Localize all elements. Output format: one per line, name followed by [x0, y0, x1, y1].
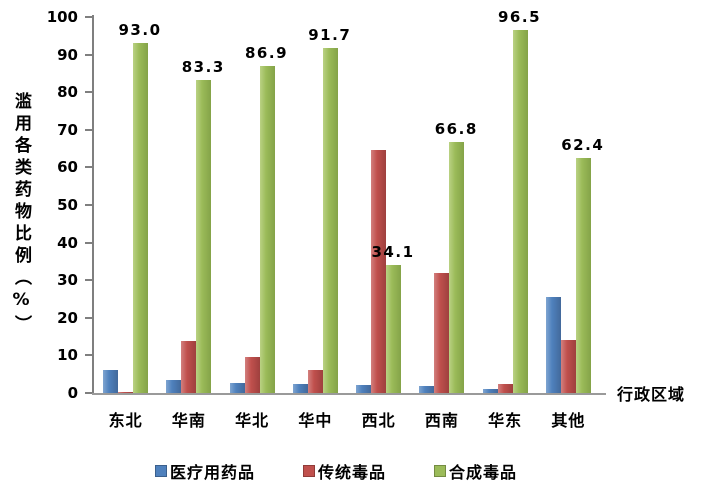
y-tick-label: 30	[57, 271, 78, 290]
bar-group-4: 91.7	[284, 17, 350, 393]
bar-traditional-drugs	[371, 150, 386, 393]
y-tick-label: 10	[57, 346, 78, 365]
y-tick-mark	[85, 166, 92, 169]
x-category-label: 其他	[551, 411, 586, 430]
legend-item-traditional-drugs: 传统毒品	[303, 459, 386, 483]
bar-group-3: 86.9	[221, 17, 287, 393]
y-axis-tick-labels: 0 10 20 30 40 50 60 70 80 90 100	[0, 8, 84, 402]
bar-synthetic-drugs	[196, 79, 212, 393]
data-label: 62.4	[561, 136, 605, 155]
x-category-label: 西南	[424, 411, 459, 430]
bar-synthetic-drugs	[575, 158, 591, 393]
bar-synthetic-drugs	[322, 48, 338, 393]
data-label: 66.8	[434, 119, 478, 138]
y-axis-line	[92, 15, 94, 395]
bar-medical-drugs	[419, 385, 435, 393]
y-tick-mark	[85, 241, 92, 244]
bar-medical-drugs	[103, 370, 118, 393]
bar-group-6: 66.8	[410, 17, 476, 393]
y-tick-mark	[85, 392, 92, 394]
legend-swatch-synthetic-drugs	[434, 465, 446, 477]
bar-group-7: 96.5	[474, 8, 540, 393]
bar-synthetic-drugs	[259, 66, 275, 393]
y-tick-label: 40	[57, 233, 78, 252]
bar-group-8: 62.4	[537, 17, 603, 393]
x-category-label: 东北	[108, 411, 143, 430]
legend-item-synthetic-drugs: 合成毒品	[434, 459, 517, 483]
y-tick-mark	[85, 128, 92, 131]
data-label: 96.5	[497, 8, 542, 27]
legend-swatch-medical-drugs	[155, 465, 167, 477]
x-category-label: 华中	[298, 411, 333, 430]
y-tick-mark	[85, 204, 92, 206]
bar-medical-drugs	[292, 384, 308, 393]
legend: 医疗用药品 传统毒品 合成毒品	[0, 459, 702, 485]
y-tick-label: 70	[57, 120, 78, 139]
bar-traditional-drugs	[244, 357, 260, 393]
legend-label-medical-drugs: 医疗用药品	[170, 463, 256, 482]
plot-area: 93.0 83.3 86.9 91.7 34.1 66.8 96.5 62.4	[85, 8, 603, 394]
bar-synthetic-drugs	[133, 43, 148, 393]
x-axis-title: 行政区域	[617, 385, 686, 404]
legend-swatch-traditional-drugs	[303, 465, 315, 477]
bar-medical-drugs	[166, 379, 182, 393]
y-tick-label: 20	[57, 308, 78, 327]
data-label: 83.3	[181, 57, 225, 76]
bar-group-2: 83.3	[157, 17, 223, 393]
bar-medical-drugs	[545, 297, 561, 393]
x-category-label: 西北	[361, 411, 396, 430]
bar-medical-drugs	[356, 385, 371, 393]
bar-traditional-drugs	[434, 272, 450, 393]
y-tick-mark	[85, 16, 92, 18]
y-tick-mark	[85, 279, 92, 282]
legend-label-traditional-drugs: 传统毒品	[318, 463, 387, 482]
y-tick-label: 90	[57, 45, 78, 64]
legend-label-synthetic-drugs: 合成毒品	[449, 463, 518, 482]
y-tick-mark	[85, 91, 92, 94]
bar-synthetic-drugs	[386, 264, 401, 393]
x-category-label: 华南	[171, 411, 206, 430]
bar-traditional-drugs	[497, 383, 513, 393]
bar-group-1: 93.0	[94, 17, 160, 393]
y-axis-title: 滥用各类药物比例（%）	[11, 92, 31, 337]
y-tick-mark	[85, 354, 92, 357]
y-tick-mark	[85, 316, 92, 319]
y-tick-label: 0	[67, 384, 78, 402]
y-tick-label: 100	[46, 8, 78, 26]
x-axis-category-labels: 东北 华南 华北 华中 西北 西南 华东 其他	[0, 407, 702, 431]
x-category-label: 华北	[235, 411, 270, 430]
bar-medical-drugs	[229, 382, 245, 393]
y-tick-mark	[85, 53, 92, 56]
bar-synthetic-drugs	[512, 30, 528, 393]
bar-synthetic-drugs	[449, 141, 465, 393]
bar-traditional-drugs	[307, 370, 323, 393]
data-label: 34.1	[371, 242, 415, 261]
data-label: 91.7	[308, 26, 352, 45]
bar-traditional-drugs	[118, 391, 133, 393]
bar-group-5: 34.1	[347, 17, 413, 393]
bar-traditional-drugs	[181, 340, 197, 393]
legend-item-medical-drugs: 医疗用药品	[155, 459, 255, 483]
bar-traditional-drugs	[560, 340, 576, 393]
x-category-label: 华东	[488, 411, 523, 430]
y-tick-label: 80	[57, 83, 78, 102]
bar-medical-drugs	[482, 389, 498, 393]
y-tick-label: 60	[57, 158, 78, 177]
data-label: 86.9	[244, 44, 289, 63]
y-tick-label: 50	[57, 196, 78, 214]
data-label: 93.0	[118, 21, 162, 40]
x-axis-line	[92, 393, 606, 395]
